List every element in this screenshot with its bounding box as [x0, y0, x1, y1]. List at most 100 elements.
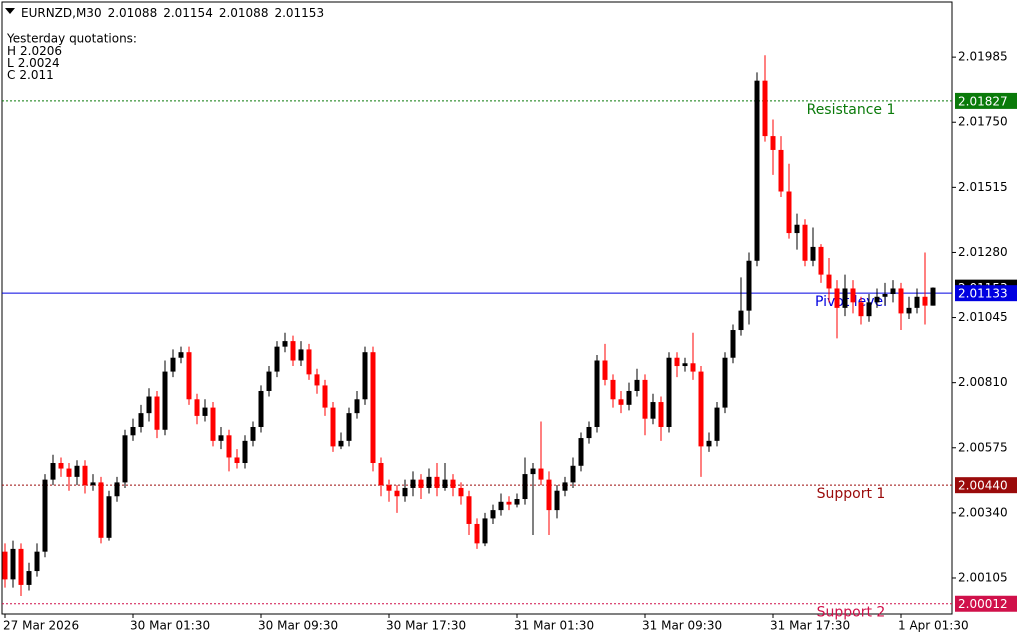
- price-tag-label: 2.01827: [958, 94, 1008, 108]
- candle-body: [890, 288, 896, 295]
- candle-body: [818, 246, 824, 275]
- candle-body: [226, 435, 232, 458]
- candle-body: [58, 463, 64, 469]
- y-tick-label: 2.00810: [958, 375, 1008, 389]
- candle-body: [410, 479, 416, 488]
- candle-body: [898, 288, 904, 314]
- candle-body: [594, 360, 600, 427]
- candle-body: [178, 352, 184, 358]
- candle-body: [738, 310, 744, 331]
- candle-body: [202, 407, 208, 416]
- candle-body: [146, 396, 152, 414]
- candle-body: [162, 371, 168, 430]
- candle-body: [634, 379, 640, 391]
- candle-body: [778, 149, 784, 192]
- candle-body: [242, 440, 248, 464]
- candle-body: [482, 518, 488, 544]
- candle-body: [186, 352, 192, 400]
- candle-body: [394, 490, 400, 497]
- candle-body: [290, 341, 296, 361]
- candle-body: [834, 288, 840, 308]
- y-tick-label: 2.01985: [958, 50, 1008, 64]
- level-label: Support 2: [817, 605, 886, 621]
- candle-body: [786, 191, 792, 234]
- candle-body: [90, 482, 96, 486]
- level-label: Support 1: [817, 486, 886, 502]
- candle-body: [98, 482, 104, 538]
- candle-body: [530, 468, 536, 475]
- y-tick-label: 2.01280: [958, 245, 1008, 259]
- candle-body: [194, 399, 200, 416]
- candle-body: [122, 435, 128, 483]
- candle-body: [258, 390, 264, 427]
- candle-body: [914, 296, 920, 308]
- candle-body: [842, 288, 848, 308]
- price-tag: [955, 92, 1017, 109]
- y-tick-label: 2.01515: [958, 180, 1008, 194]
- candle-body: [474, 523, 480, 544]
- header-low: 2.01088: [219, 6, 269, 20]
- candle-body: [714, 407, 720, 441]
- candle-body: [498, 501, 504, 511]
- candle-body: [386, 485, 392, 491]
- candle-body: [602, 360, 608, 380]
- candle-body: [362, 352, 368, 400]
- candle-body: [770, 136, 776, 150]
- candle-body: [826, 274, 832, 289]
- candle-body: [762, 80, 768, 137]
- candle-body: [154, 396, 160, 430]
- candle-body: [746, 260, 752, 311]
- candle-body: [610, 379, 616, 400]
- candle-body: [930, 287, 936, 306]
- candle-body: [506, 501, 512, 505]
- y-tick-label: 2.01750: [958, 115, 1008, 129]
- candle-body: [650, 402, 656, 419]
- y-tick-label: 2.01045: [958, 310, 1008, 324]
- candle-body: [810, 246, 816, 261]
- candle-body: [106, 496, 112, 538]
- candle-body: [850, 288, 856, 303]
- candle-body: [690, 363, 696, 372]
- header: EURNZD,M30 2.01088 2.01154 2.01088 2.01153: [21, 6, 324, 20]
- candle-body: [522, 474, 528, 500]
- candle-body: [378, 463, 384, 486]
- candle-body: [514, 499, 520, 505]
- yesterday-value: 2.0024: [18, 56, 60, 70]
- menu-arrow[interactable]: [5, 8, 15, 14]
- header-open: 2.01088: [108, 6, 158, 20]
- candle-body: [266, 371, 272, 391]
- x-tick-label: 31 Mar 01:30: [514, 619, 594, 633]
- candle-body: [2, 551, 8, 580]
- candle-body: [250, 426, 256, 441]
- candle-body: [666, 357, 672, 427]
- yesterday-value: 2.011: [19, 68, 53, 82]
- candle-body: [458, 487, 464, 497]
- price-tag-label: 2.00012: [958, 597, 1008, 611]
- candle-body: [626, 390, 632, 405]
- yesterday-title: Yesterday quotations:: [6, 32, 137, 46]
- candle-body: [218, 435, 224, 441]
- x-tick-label: 31 Mar 17:30: [770, 619, 850, 633]
- candle-body: [170, 357, 176, 372]
- candle-body: [282, 341, 288, 347]
- x-tick-label: 1 Apr 01:30: [898, 619, 969, 633]
- candle-body: [354, 399, 360, 414]
- candle-body: [730, 330, 736, 358]
- level-label: Resistance 1: [807, 102, 896, 118]
- yesterday-value: 2.0206: [20, 44, 62, 58]
- candle-body: [866, 302, 872, 317]
- candle-body: [658, 402, 664, 427]
- x-tick-label: 30 Mar 17:30: [386, 619, 466, 633]
- candle-body: [130, 426, 136, 436]
- candle-body: [706, 440, 712, 447]
- candle-body: [82, 465, 88, 486]
- price-tag-label: 2.01133: [958, 287, 1008, 301]
- y-tick-label: 2.00575: [958, 440, 1008, 454]
- candle-body: [882, 294, 888, 297]
- candle-body: [754, 80, 760, 261]
- candle-body: [618, 399, 624, 405]
- candle-body: [114, 482, 120, 497]
